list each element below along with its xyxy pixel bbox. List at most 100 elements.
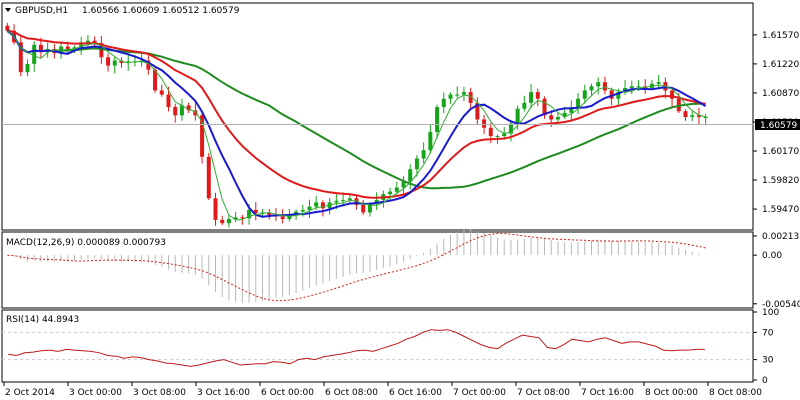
bearish-candle	[193, 110, 198, 116]
rsi-tick-label: 30	[762, 356, 774, 366]
bullish-candle	[79, 42, 84, 48]
macd-tick-label: -0.005403	[762, 300, 800, 310]
bullish-candle	[502, 133, 507, 137]
bearish-candle	[253, 209, 258, 214]
bearish-candle	[482, 119, 487, 128]
bearish-candle	[206, 156, 211, 199]
macd-signal-line	[7, 232, 706, 302]
bullish-candle	[287, 214, 292, 220]
bearish-candle	[670, 90, 675, 99]
bearish-candle	[166, 94, 171, 108]
rsi-chart-layer	[2, 329, 753, 367]
bullish-candle	[569, 107, 574, 113]
time-tick-label: 3 Oct 08:00	[133, 388, 186, 398]
bullish-candle	[25, 63, 30, 73]
bullish-candle	[394, 187, 399, 192]
bearish-candle	[602, 82, 607, 91]
bullish-candle	[408, 169, 413, 182]
bearish-candle	[475, 102, 480, 120]
ema-mid-line	[7, 29, 706, 199]
bearish-candle	[280, 216, 285, 220]
bullish-candle	[32, 44, 37, 64]
bullish-candle	[428, 131, 433, 151]
time-axis: 2 Oct 2014 3 Oct 00:00 3 Oct 08:00 3 Oct 16…	[3, 382, 762, 398]
time-tick-label: 7 Oct 16:00	[581, 388, 634, 398]
rsi-label: RSI(14) 44.8943	[6, 315, 79, 325]
price-tick-label: 1.61570	[762, 31, 799, 41]
bullish-candle	[435, 107, 440, 132]
bearish-candle	[468, 92, 473, 103]
bullish-candle	[139, 60, 144, 62]
bullish-candle	[616, 92, 621, 99]
bullish-candle	[226, 219, 231, 224]
bullish-candle	[656, 82, 661, 84]
time-tick-label: 8 Oct 00:00	[645, 388, 698, 398]
sma-fast-line	[6, 29, 707, 218]
bearish-candle	[488, 127, 493, 137]
time-tick-label: 3 Oct 16:00	[197, 388, 250, 398]
bullish-candle	[421, 150, 426, 159]
bullish-candle	[314, 202, 319, 207]
bullish-candle	[576, 98, 581, 108]
bullish-candle	[455, 94, 460, 96]
bullish-candle	[461, 92, 466, 95]
bullish-candle	[636, 86, 641, 88]
bullish-candle	[555, 116, 560, 120]
bullish-candle	[367, 204, 372, 213]
bearish-candle	[683, 111, 688, 117]
bullish-candle	[515, 108, 520, 124]
sma-slow-line	[6, 29, 706, 190]
bearish-candle	[696, 115, 701, 117]
rsi-tick-label: 0	[762, 376, 768, 386]
bullish-candle	[233, 217, 238, 220]
bullish-candle	[307, 206, 312, 210]
bullish-candle	[495, 136, 500, 138]
time-tick-label: 7 Oct 08:00	[517, 388, 570, 398]
bearish-candle	[38, 44, 43, 53]
price-box	[755, 119, 800, 130]
rsi-line	[8, 329, 705, 367]
rsi-tick-label: 70	[762, 328, 774, 338]
time-tick-label: 7 Oct 00:00	[453, 388, 506, 398]
bearish-candle	[5, 25, 10, 31]
time-tick-label: 6 Oct 08:00	[325, 388, 378, 398]
bearish-candle	[220, 219, 225, 224]
time-tick-label: 8 Oct 08:00	[709, 388, 762, 398]
bearish-candle	[159, 90, 164, 95]
macd-chart-layer	[7, 229, 707, 304]
bullish-candle	[85, 40, 90, 43]
bullish-candle	[347, 198, 352, 200]
bullish-candle	[247, 209, 252, 219]
rsi-panel-frame	[1, 309, 754, 383]
time-tick-label: 6 Oct 16:00	[389, 388, 442, 398]
price-tick-label: 1.60870	[762, 89, 799, 99]
rsi-tick-label: 100	[762, 308, 779, 318]
bullish-candle	[582, 90, 587, 99]
macd-axis: 0.002135 0.00 -0.005403	[753, 232, 800, 310]
macd-label: MACD(12,26,9) 0.000089 0.000793	[6, 238, 166, 248]
bearish-candle	[354, 198, 359, 205]
bullish-candle	[522, 102, 527, 109]
rsi-axis: 100 70 30 0	[753, 308, 779, 386]
bearish-candle	[153, 69, 158, 91]
price-tick-label: 1.59820	[762, 176, 799, 186]
price-tick-label: 1.60170	[762, 147, 799, 157]
bullish-candle	[703, 116, 708, 118]
bullish-candle	[508, 123, 513, 134]
bullish-candle	[690, 115, 695, 117]
ema-thin-line	[7, 30, 706, 221]
bearish-candle	[320, 202, 325, 209]
bullish-candle	[112, 60, 117, 66]
bullish-candle	[414, 158, 419, 170]
bullish-candle	[401, 181, 406, 188]
price-box-label: 1.60579	[760, 121, 797, 131]
bearish-candle	[200, 115, 205, 157]
price-tick-label: 1.61220	[762, 60, 799, 70]
bullish-candle	[72, 47, 77, 49]
bearish-candle	[18, 42, 23, 73]
ohlc-values: 1.60566 1.60609 1.60512 1.60579	[82, 6, 240, 16]
bearish-candle	[106, 57, 111, 66]
dropdown-triangle-icon[interactable]	[5, 8, 11, 12]
bearish-candle	[549, 115, 554, 120]
